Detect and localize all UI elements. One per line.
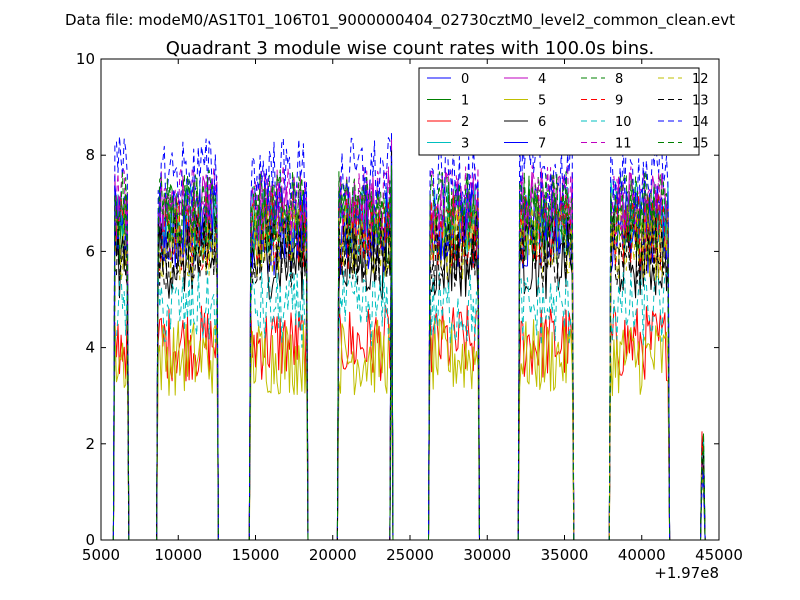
legend-label: 2 xyxy=(461,115,469,130)
legend-label: 4 xyxy=(538,72,546,87)
series-line-14 xyxy=(112,135,719,541)
y-tick-label: 0 xyxy=(85,531,95,549)
x-tick-label: 35000 xyxy=(541,546,589,564)
legend-label: 15 xyxy=(692,137,709,152)
y-tick-label: 8 xyxy=(85,146,95,164)
ticks-layer: 5000 10000 15000 20000 25000 30000 35000 40000 4… xyxy=(76,50,743,564)
legend-label: 11 xyxy=(615,137,632,152)
legend-label: 8 xyxy=(615,72,623,87)
x-tick-label: 10000 xyxy=(154,546,202,564)
y-tick-label: 6 xyxy=(85,242,95,260)
x-axis-offset-label: +1.97e8 xyxy=(654,564,719,582)
x-tick-label: 25000 xyxy=(386,546,434,564)
y-tick-label: 2 xyxy=(85,435,95,453)
figure-suptitle: Data file: modeM0/AS1T01_106T01_90000004… xyxy=(65,11,735,30)
legend-label: 14 xyxy=(692,115,709,130)
series-layer xyxy=(112,133,719,541)
series-line-2 xyxy=(112,291,719,541)
chart-title: Quadrant 3 module wise count rates with … xyxy=(166,38,655,59)
x-tick-label: 5000 xyxy=(82,546,120,564)
legend-label: 10 xyxy=(615,115,632,130)
legend-label: 7 xyxy=(538,137,546,152)
legend-frame xyxy=(418,67,700,156)
legend-label: 0 xyxy=(461,72,469,87)
series-line-15 xyxy=(112,165,719,541)
series-line-10 xyxy=(112,270,719,541)
series-line-9 xyxy=(112,193,719,541)
x-tick-label: 20000 xyxy=(309,546,357,564)
legend-label: 3 xyxy=(461,137,469,152)
legend-label: 5 xyxy=(538,94,546,109)
series-line-13 xyxy=(112,150,719,541)
legend-label: 12 xyxy=(692,72,709,87)
legend-label: 13 xyxy=(692,94,709,109)
x-tick-label: 40000 xyxy=(618,546,666,564)
x-tick-label: 30000 xyxy=(463,546,511,564)
x-tick-label: 15000 xyxy=(232,546,280,564)
y-tick-label: 10 xyxy=(76,50,95,68)
series-line-11 xyxy=(112,139,719,541)
legend-label: 1 xyxy=(461,94,469,109)
legend-label: 9 xyxy=(615,94,623,109)
legend-label: 6 xyxy=(538,115,546,130)
series-line-5 xyxy=(112,268,719,541)
x-tick-label: 45000 xyxy=(695,546,743,564)
y-tick-label: 4 xyxy=(85,339,95,357)
